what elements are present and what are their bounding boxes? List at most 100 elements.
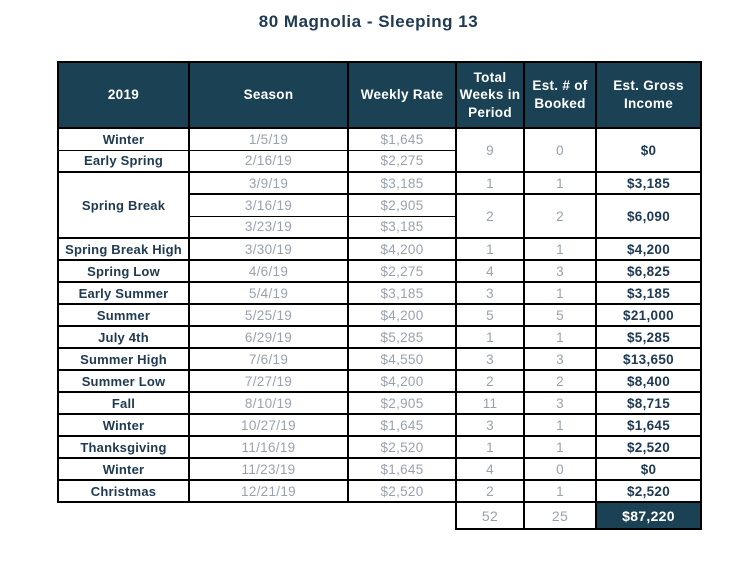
table-cell: $2,275 [347, 259, 457, 283]
table-row: Early Spring 2/16/19 $2,275 [57, 149, 701, 173]
table-row: Christmas 12/21/19 $2,520 2 1 $2,520 [57, 479, 702, 503]
table-cell: $3,185 [347, 215, 457, 239]
table-cell: $2,520 [595, 479, 702, 503]
table-cell: 3 [455, 281, 525, 305]
column-header: Weekly Rate [347, 61, 457, 129]
column-header: Total Weeks in Period [455, 61, 525, 129]
table-cell: $3,185 [595, 171, 702, 195]
table-cell: 3/16/19 [188, 193, 349, 217]
table-cell: 3 [455, 413, 525, 437]
table-cell: $2,520 [347, 435, 457, 459]
table-cell: $2,905 [347, 193, 457, 217]
table-cell: 5 [455, 303, 525, 327]
table-cell: $8,400 [595, 369, 702, 393]
header-row: 2019 Season Weekly Rate Total Weeks in Peri… [57, 61, 702, 129]
table-row: Spring Break 3/9/19 $3,185 1 1 $3,185 [57, 171, 702, 239]
table-footer: 52 25 $87,220 [58, 501, 702, 530]
table-cell: Winter [57, 413, 190, 437]
table-cell: 5/25/19 [188, 303, 349, 327]
table-body: Winter 1/5/19 $1,645 9 0 $0 Early Spring 2/16/1… [57, 127, 702, 503]
totals-spacer [58, 502, 456, 529]
table-header: 2019 Season Weekly Rate Total Weeks in Peri… [57, 61, 702, 129]
total-gross-income-value: $87,220 [595, 501, 702, 530]
column-header: Est. Gross Income [595, 61, 702, 129]
table-cell: 8/10/19 [188, 391, 349, 415]
table-row: Summer High 7/6/19 $4,550 3 3 $13,650 [57, 347, 702, 371]
table-cell: Early Spring [57, 149, 190, 173]
table-cell: 1 [455, 325, 525, 349]
table-cell: $13,650 [595, 347, 702, 371]
table-cell: 12/21/19 [188, 479, 349, 503]
table-cell: 9 [455, 127, 525, 173]
column-header: 2019 [57, 61, 190, 129]
table-cell: 1 [455, 171, 525, 195]
table-cell: Winter [57, 127, 190, 151]
table-cell: 1 [523, 435, 597, 459]
column-header: Season [188, 61, 349, 129]
table-cell: 4 [455, 457, 525, 481]
table-row: Fall 8/10/19 $2,905 11 3 $8,715 [57, 391, 702, 415]
table-cell: $6,825 [595, 259, 702, 283]
table-cell: $4,200 [595, 237, 702, 261]
table-cell: $8,715 [595, 391, 702, 415]
table-cell: Spring Low [57, 259, 190, 283]
table-cell: 3/9/19 [188, 171, 349, 195]
table-cell: $5,285 [595, 325, 702, 349]
table-cell: Fall [57, 391, 190, 415]
table-cell: 3/23/19 [188, 215, 349, 239]
table-cell: 5 [523, 303, 597, 327]
table-cell: 4/6/19 [188, 259, 349, 283]
table-cell: 1 [523, 237, 597, 261]
table-cell: 2 [455, 369, 525, 393]
table-cell: Christmas [57, 479, 190, 503]
table-row: 3/23/19 $3,185 [58, 215, 701, 239]
table-cell: $1,645 [347, 457, 457, 481]
total-booked-value: 25 [523, 501, 597, 530]
table-row: Winter 10/27/19 $1,645 3 1 $1,645 [57, 413, 702, 437]
table-cell: $4,200 [347, 303, 457, 327]
table-row: Summer 5/25/19 $4,200 5 5 $21,000 [57, 303, 702, 327]
table-cell: 1/5/19 [188, 127, 349, 151]
table-cell: 1 [455, 435, 525, 459]
table-cell: 5/4/19 [188, 281, 349, 305]
table-cell: $4,200 [347, 237, 457, 261]
table-cell: $4,550 [347, 347, 457, 371]
table-cell: $0 [595, 457, 702, 481]
table-cell: 2 [455, 479, 525, 503]
table-cell: 4 [455, 259, 525, 283]
table-cell: 6/29/19 [188, 325, 349, 349]
table-cell: Summer Low [57, 369, 190, 393]
table-cell: $1,645 [347, 127, 457, 151]
table-row: Spring Break High 3/30/19 $4,200 1 1 $4,200 [57, 237, 702, 261]
table-cell: 1 [523, 171, 597, 195]
table-cell: Spring Break [57, 171, 190, 239]
table-row: Early Summer 5/4/19 $3,185 3 1 $3,185 [57, 281, 702, 305]
table-cell: $2,275 [347, 149, 457, 173]
table-cell: 11/23/19 [188, 457, 349, 481]
table-row: 3/16/19 $2,905 2 2 $6,090 [58, 193, 702, 239]
table-row: Winter 11/23/19 $1,645 4 0 $0 [57, 457, 702, 481]
table-row: Thanksgiving 11/16/19 $2,520 1 1 $2,520 [57, 435, 702, 459]
table-row: Summer Low 7/27/19 $4,200 2 2 $8,400 [57, 369, 702, 393]
total-weeks-value: 52 [455, 501, 525, 530]
table-cell: 1 [523, 413, 597, 437]
table-cell: $2,520 [595, 435, 702, 459]
table-cell: $2,905 [347, 391, 457, 415]
table-cell: 1 [523, 479, 597, 503]
table-cell: 2 [523, 369, 597, 393]
rental-rate-table: 2019 Season Weekly Rate Total Weeks in Peri… [57, 61, 702, 530]
table-cell: 0 [523, 457, 597, 481]
table-cell: $1,645 [347, 413, 457, 437]
table-cell: 10/27/19 [188, 413, 349, 437]
table-cell: $3,185 [595, 281, 702, 305]
column-header: Est. # of Booked [523, 61, 597, 129]
table-cell: 2 [455, 193, 525, 239]
page-title: 80 Magnolia - Sleeping 13 [258, 12, 479, 31]
table-cell: Summer [57, 303, 190, 327]
table-cell: 3 [523, 391, 597, 415]
table-row: July 4th 6/29/19 $5,285 1 1 $5,285 [57, 325, 702, 349]
table-cell: 3 [523, 347, 597, 371]
table-cell: 11/16/19 [188, 435, 349, 459]
table-cell: $2,520 [347, 479, 457, 503]
table-cell: Early Summer [57, 281, 190, 305]
